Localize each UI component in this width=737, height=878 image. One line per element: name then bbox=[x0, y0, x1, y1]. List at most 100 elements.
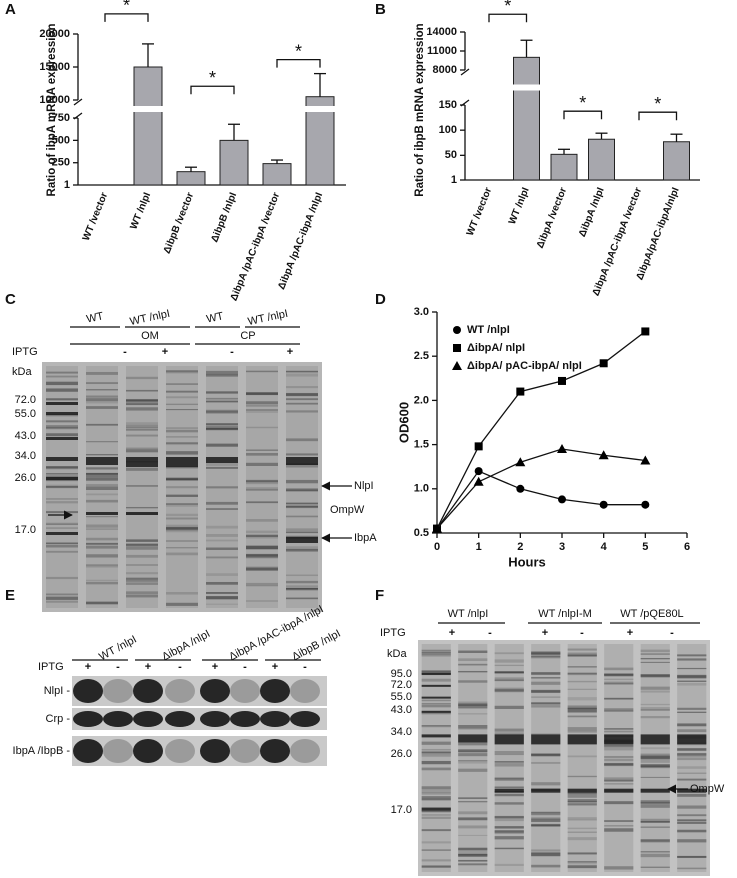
band bbox=[531, 651, 561, 655]
band bbox=[604, 728, 634, 730]
band bbox=[246, 449, 278, 451]
data-point bbox=[558, 495, 566, 504]
band bbox=[494, 679, 524, 682]
y-tick-label: 150 bbox=[439, 99, 457, 111]
band bbox=[531, 733, 561, 735]
band bbox=[166, 494, 198, 497]
band bbox=[46, 484, 78, 488]
band bbox=[458, 663, 488, 666]
marker-label: 26.0 bbox=[391, 748, 412, 760]
band bbox=[46, 466, 78, 470]
band bbox=[458, 817, 488, 821]
band bbox=[604, 678, 634, 681]
band bbox=[166, 436, 198, 438]
axis-break bbox=[73, 112, 83, 120]
y-tick-label: 1 bbox=[64, 179, 70, 191]
axis-break bbox=[460, 99, 470, 107]
band bbox=[126, 399, 158, 403]
band bbox=[246, 530, 278, 534]
band bbox=[246, 480, 278, 483]
band bbox=[46, 527, 78, 529]
band bbox=[458, 811, 488, 815]
band bbox=[166, 517, 198, 520]
fraction-label: OM bbox=[141, 330, 159, 342]
band bbox=[494, 777, 524, 779]
band bbox=[640, 653, 670, 655]
lane-group-label: WT /nlpI bbox=[448, 608, 489, 620]
blot-band bbox=[73, 739, 103, 763]
band bbox=[126, 577, 158, 581]
band bbox=[166, 524, 198, 527]
significance-label: * bbox=[504, 0, 511, 16]
band bbox=[458, 847, 488, 851]
band bbox=[421, 696, 451, 699]
data-point bbox=[558, 376, 566, 385]
panel-label: A bbox=[5, 1, 16, 18]
band bbox=[421, 789, 451, 793]
band bbox=[126, 467, 158, 471]
band bbox=[286, 598, 318, 600]
iptg-sign: + bbox=[162, 346, 168, 358]
band bbox=[86, 545, 118, 549]
blot-band bbox=[103, 679, 133, 703]
band bbox=[567, 705, 597, 707]
band bbox=[604, 730, 634, 733]
marker-label: 34.0 bbox=[15, 450, 36, 462]
band bbox=[421, 751, 451, 754]
iptg-sign: - bbox=[580, 627, 584, 639]
band bbox=[567, 734, 597, 745]
y-tick-label: 50 bbox=[445, 149, 457, 161]
band bbox=[286, 464, 318, 468]
lane bbox=[604, 644, 634, 872]
band bbox=[246, 567, 278, 571]
band bbox=[567, 861, 597, 865]
iptg-sign: - bbox=[178, 661, 182, 673]
band bbox=[246, 534, 278, 538]
band bbox=[567, 801, 597, 804]
band bbox=[531, 702, 561, 705]
band bbox=[604, 764, 634, 767]
band bbox=[206, 428, 238, 431]
band bbox=[46, 477, 78, 480]
band bbox=[458, 859, 488, 862]
band bbox=[531, 818, 561, 822]
line-series bbox=[436, 330, 646, 529]
significance-bracket bbox=[104, 13, 149, 22]
band bbox=[567, 794, 597, 798]
band bbox=[531, 788, 561, 793]
marker-label: 43.0 bbox=[391, 704, 412, 716]
band bbox=[531, 672, 561, 675]
band bbox=[421, 653, 451, 656]
band bbox=[567, 817, 597, 820]
blot-band bbox=[165, 679, 195, 703]
significance-label: * bbox=[123, 0, 130, 16]
data-point bbox=[599, 500, 608, 509]
band bbox=[206, 466, 238, 469]
y-tick-label: 250 bbox=[52, 157, 70, 169]
marker-label: 55.0 bbox=[15, 408, 36, 420]
band bbox=[46, 593, 78, 596]
band bbox=[677, 772, 707, 774]
band bbox=[458, 760, 488, 764]
band bbox=[46, 388, 78, 392]
band bbox=[531, 853, 561, 857]
band bbox=[567, 837, 597, 841]
band bbox=[458, 854, 488, 856]
band bbox=[246, 600, 278, 602]
band bbox=[677, 867, 707, 870]
band bbox=[531, 849, 561, 851]
band bbox=[46, 523, 78, 526]
band bbox=[677, 839, 707, 843]
band bbox=[531, 824, 561, 827]
band bbox=[494, 777, 524, 781]
band bbox=[166, 442, 198, 444]
band bbox=[246, 557, 278, 559]
band bbox=[458, 741, 488, 746]
band bbox=[126, 376, 158, 380]
band bbox=[531, 782, 561, 786]
x-axis-label: Hours bbox=[508, 554, 546, 569]
marker-label: 26.0 bbox=[15, 472, 36, 484]
iptg-sign: + bbox=[449, 627, 455, 639]
blot-band bbox=[73, 711, 103, 727]
